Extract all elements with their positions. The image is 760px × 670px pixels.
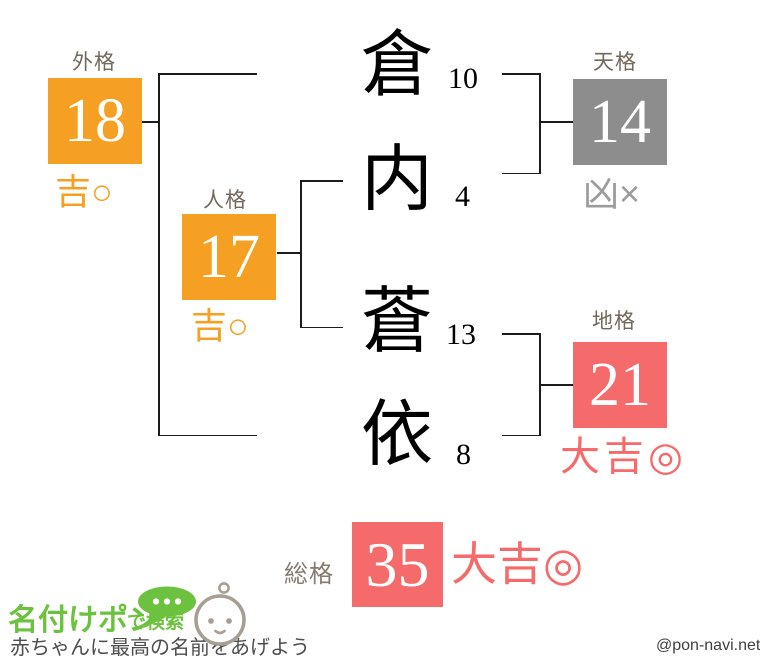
chikaku-label: 地格 <box>592 310 636 333</box>
stroke-count-2: 4 <box>455 180 470 213</box>
stroke-count-1: 10 <box>448 62 478 95</box>
soukaku-label: 総格 <box>284 561 334 588</box>
speech-bubble-icon <box>138 586 196 628</box>
name-char-2: 内 <box>360 140 433 220</box>
tenkaku-bracket-top <box>502 73 540 75</box>
jinkaku-verdict: 吉○ <box>191 305 249 346</box>
tenkaku-verdict: 凶× <box>583 173 641 214</box>
gaikaku-score-box: 18 <box>48 78 142 164</box>
chikaku-bracket-top <box>502 333 540 335</box>
jinkaku-bracket-top <box>300 180 343 182</box>
jinkaku-bracket-vertical <box>300 180 302 328</box>
tenkaku-bracket-bottom <box>502 172 540 174</box>
name-char-4: 依 <box>360 395 433 475</box>
gaikaku-bracket-top <box>158 73 257 75</box>
brand-logo-text: 名付けポン <box>8 604 158 637</box>
brand-search-suffix: で検索 <box>127 612 185 633</box>
tenkaku-connector <box>539 121 573 123</box>
chikaku-bracket-bottom <box>502 434 540 436</box>
name-char-3: 蒼 <box>360 282 433 362</box>
jinkaku-score-box: 17 <box>182 214 276 300</box>
tenkaku-label: 天格 <box>593 51 637 74</box>
name-char-1: 倉 <box>360 25 433 105</box>
jinkaku-connector <box>277 252 301 254</box>
stroke-count-4: 8 <box>456 438 471 471</box>
site-credit: @pon-navi.net <box>656 637 760 654</box>
brand-tagline: 赤ちゃんに最高の名前をあげよう <box>10 637 310 659</box>
baby-face-icon <box>194 582 246 646</box>
soukaku-verdict: 大吉◎ <box>451 538 584 590</box>
tenkaku-score-box: 14 <box>573 79 667 165</box>
chikaku-verdict: 大吉◎ <box>560 435 687 479</box>
gaikaku-connector <box>139 121 159 123</box>
gaikaku-bracket-vertical <box>158 73 160 436</box>
jinkaku-bracket-bottom <box>300 326 343 328</box>
chikaku-score-box: 21 <box>573 342 667 428</box>
stroke-count-3: 13 <box>446 318 476 351</box>
tenkaku-bracket-vertical <box>539 73 541 174</box>
soukaku-score-box: 35 <box>352 522 443 607</box>
gaikaku-verdict: 吉○ <box>55 171 113 212</box>
chikaku-connector <box>539 384 573 386</box>
jinkaku-label: 人格 <box>203 189 247 212</box>
gaikaku-label: 外格 <box>72 51 116 74</box>
gaikaku-bracket-bottom <box>158 434 257 436</box>
